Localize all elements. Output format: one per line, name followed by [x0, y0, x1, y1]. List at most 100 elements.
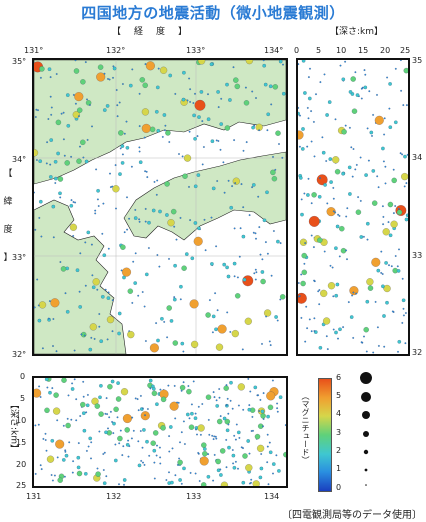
epicenter-dot — [162, 113, 167, 117]
epicenter-dot — [109, 410, 112, 413]
epicenter-dot — [126, 196, 128, 199]
epicenter-dot — [269, 344, 272, 347]
epicenter-dot — [352, 291, 355, 294]
epicenter-dot — [190, 411, 194, 416]
epicenter-dot — [371, 134, 373, 137]
epicenter-dot — [96, 467, 99, 470]
epicenter-dot — [368, 90, 371, 93]
epicenter-dot — [47, 67, 52, 72]
epicenter-dot — [386, 76, 388, 79]
epicenter-dot — [382, 160, 385, 163]
depth-tick: 5 — [316, 46, 322, 55]
epicenter-dot — [349, 126, 351, 129]
epicenter-dot — [400, 60, 402, 61]
epicenter-dot — [268, 84, 273, 89]
epicenter-dot — [364, 73, 367, 76]
epicenter-dot — [54, 182, 57, 184]
epicenter-dot — [341, 171, 345, 176]
epicenter-dot — [231, 453, 236, 458]
depth-lon-tick: 133 — [186, 492, 202, 501]
epicenter-dot — [301, 60, 306, 63]
epicenter-dot — [276, 239, 280, 244]
epicenter-dot — [377, 186, 380, 189]
epicenter-dot — [90, 336, 93, 339]
epicenter-dot — [298, 176, 303, 180]
epicenter-dot — [349, 315, 354, 319]
epicenter-dot — [339, 64, 342, 67]
epicenter-dot — [99, 384, 103, 388]
epicenter-dot — [106, 338, 109, 341]
epicenter-dot — [237, 404, 240, 407]
epicenter-dot — [218, 396, 221, 399]
epicenter-dot — [39, 464, 42, 467]
epicenter-dot — [366, 127, 369, 130]
epicenter-dot — [159, 388, 162, 391]
epicenter-dot — [329, 264, 332, 267]
epicenter-dot — [164, 124, 167, 127]
epicenter-dot — [86, 449, 88, 452]
epicenter-dot — [310, 330, 313, 333]
epicenter-dot — [168, 257, 170, 260]
epicenter-dot — [298, 294, 301, 297]
epicenter-dot — [152, 430, 159, 436]
epicenter-dot — [318, 303, 321, 306]
epicenter-dot — [163, 321, 166, 323]
epicenter-dot — [177, 401, 180, 404]
epicenter-dot — [181, 265, 187, 271]
epicenter-dot — [90, 457, 92, 460]
epicenter-dot — [232, 177, 240, 185]
epicenter-dot — [318, 345, 323, 350]
epicenter-dot — [193, 137, 197, 141]
mag-tick: 2 — [336, 446, 342, 455]
epicenter-dot — [81, 411, 86, 416]
epicenter-dot — [346, 207, 349, 210]
epicenter-dot — [155, 322, 157, 325]
epicenter-dot — [134, 208, 137, 211]
epicenter-dot — [87, 394, 89, 396]
epicenter-dot — [155, 109, 159, 114]
epicenter-dot — [122, 478, 127, 482]
epicenter-dot — [363, 335, 365, 338]
depth-tick: 20 — [16, 460, 27, 469]
epicenter-dot — [111, 421, 113, 423]
epicenter-dot — [205, 394, 212, 400]
epicenter-dot — [210, 216, 213, 219]
epicenter-dot — [96, 72, 106, 82]
epicenter-dot — [303, 192, 306, 195]
epicenter-dot — [175, 238, 178, 241]
epicenter-dot — [138, 218, 140, 221]
lon-tick: 132° — [106, 46, 126, 55]
epicenter-dot — [334, 211, 337, 214]
epicenter-dot — [325, 113, 329, 117]
epicenter-dot — [142, 428, 146, 432]
epicenter-dot — [88, 347, 93, 352]
epicenter-dot — [102, 469, 105, 471]
epicenter-dot — [222, 416, 227, 421]
epicenter-dot — [372, 351, 375, 354]
epicenter-dot — [383, 284, 391, 293]
epicenter-dot — [371, 200, 378, 206]
epicenter-dot — [254, 433, 261, 440]
epicenter-dot — [97, 198, 99, 201]
epicenter-dot — [167, 384, 170, 387]
epicenter-dot — [71, 471, 74, 474]
epicenter-dot — [394, 255, 397, 257]
epicenter-dot — [112, 66, 117, 71]
epicenter-dot — [83, 334, 86, 337]
page-title: 四国地方の地震活動（微小地震観測） — [81, 4, 345, 22]
epicenter-dot — [34, 149, 39, 157]
epicenter-dot — [97, 205, 100, 207]
epicenter-dot — [201, 120, 204, 122]
epicenter-dot — [159, 462, 162, 465]
epicenter-dot — [207, 419, 210, 421]
epicenter-dot — [39, 396, 42, 398]
epicenter-dot — [211, 434, 214, 437]
epicenter-dot — [307, 117, 310, 120]
epicenter-dot — [107, 383, 113, 390]
epicenter-dot — [181, 97, 186, 102]
epicenter-dot — [397, 207, 400, 210]
epicenter-dot — [188, 77, 191, 80]
epicenter-dot — [210, 139, 215, 144]
epicenter-dot — [46, 455, 55, 463]
epicenter-dot — [266, 112, 271, 117]
